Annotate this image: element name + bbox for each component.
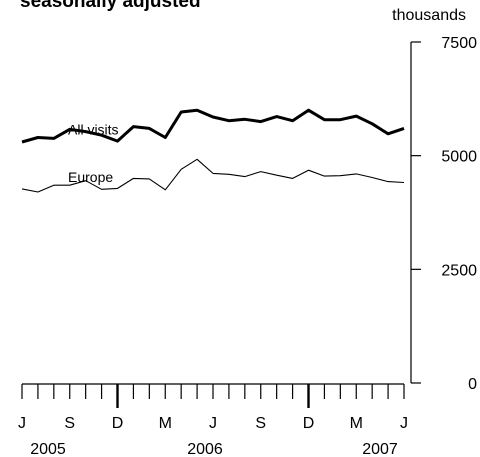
chart-title: seasonally adjusted — [20, 0, 201, 12]
y-tick-label: 5000 — [441, 149, 477, 166]
x-tick-label: S — [255, 415, 266, 432]
series-label: Europe — [68, 169, 113, 185]
series-line — [21, 158, 405, 193]
y-tick-label: 7500 — [441, 35, 477, 52]
x-tick-label: M — [159, 415, 172, 432]
series-line — [21, 108, 405, 144]
x-tick-label: M — [350, 415, 363, 432]
x-tick-label: D — [303, 415, 315, 432]
x-tick-label: J — [400, 415, 408, 432]
x-tick-label: S — [64, 415, 75, 432]
y-axis-unit: thousands — [392, 7, 466, 24]
x-year-label: 2007 — [362, 441, 398, 457]
x-year-label: 2006 — [187, 441, 223, 457]
series-label: All visits — [68, 121, 119, 137]
x-tick-label: J — [18, 415, 26, 432]
x-tick-label: D — [112, 415, 124, 432]
y-tick-label: 0 — [468, 376, 477, 393]
y-tick-label: 2500 — [441, 262, 477, 279]
x-year-label: 2005 — [30, 441, 66, 457]
x-tick-label: J — [209, 415, 217, 432]
